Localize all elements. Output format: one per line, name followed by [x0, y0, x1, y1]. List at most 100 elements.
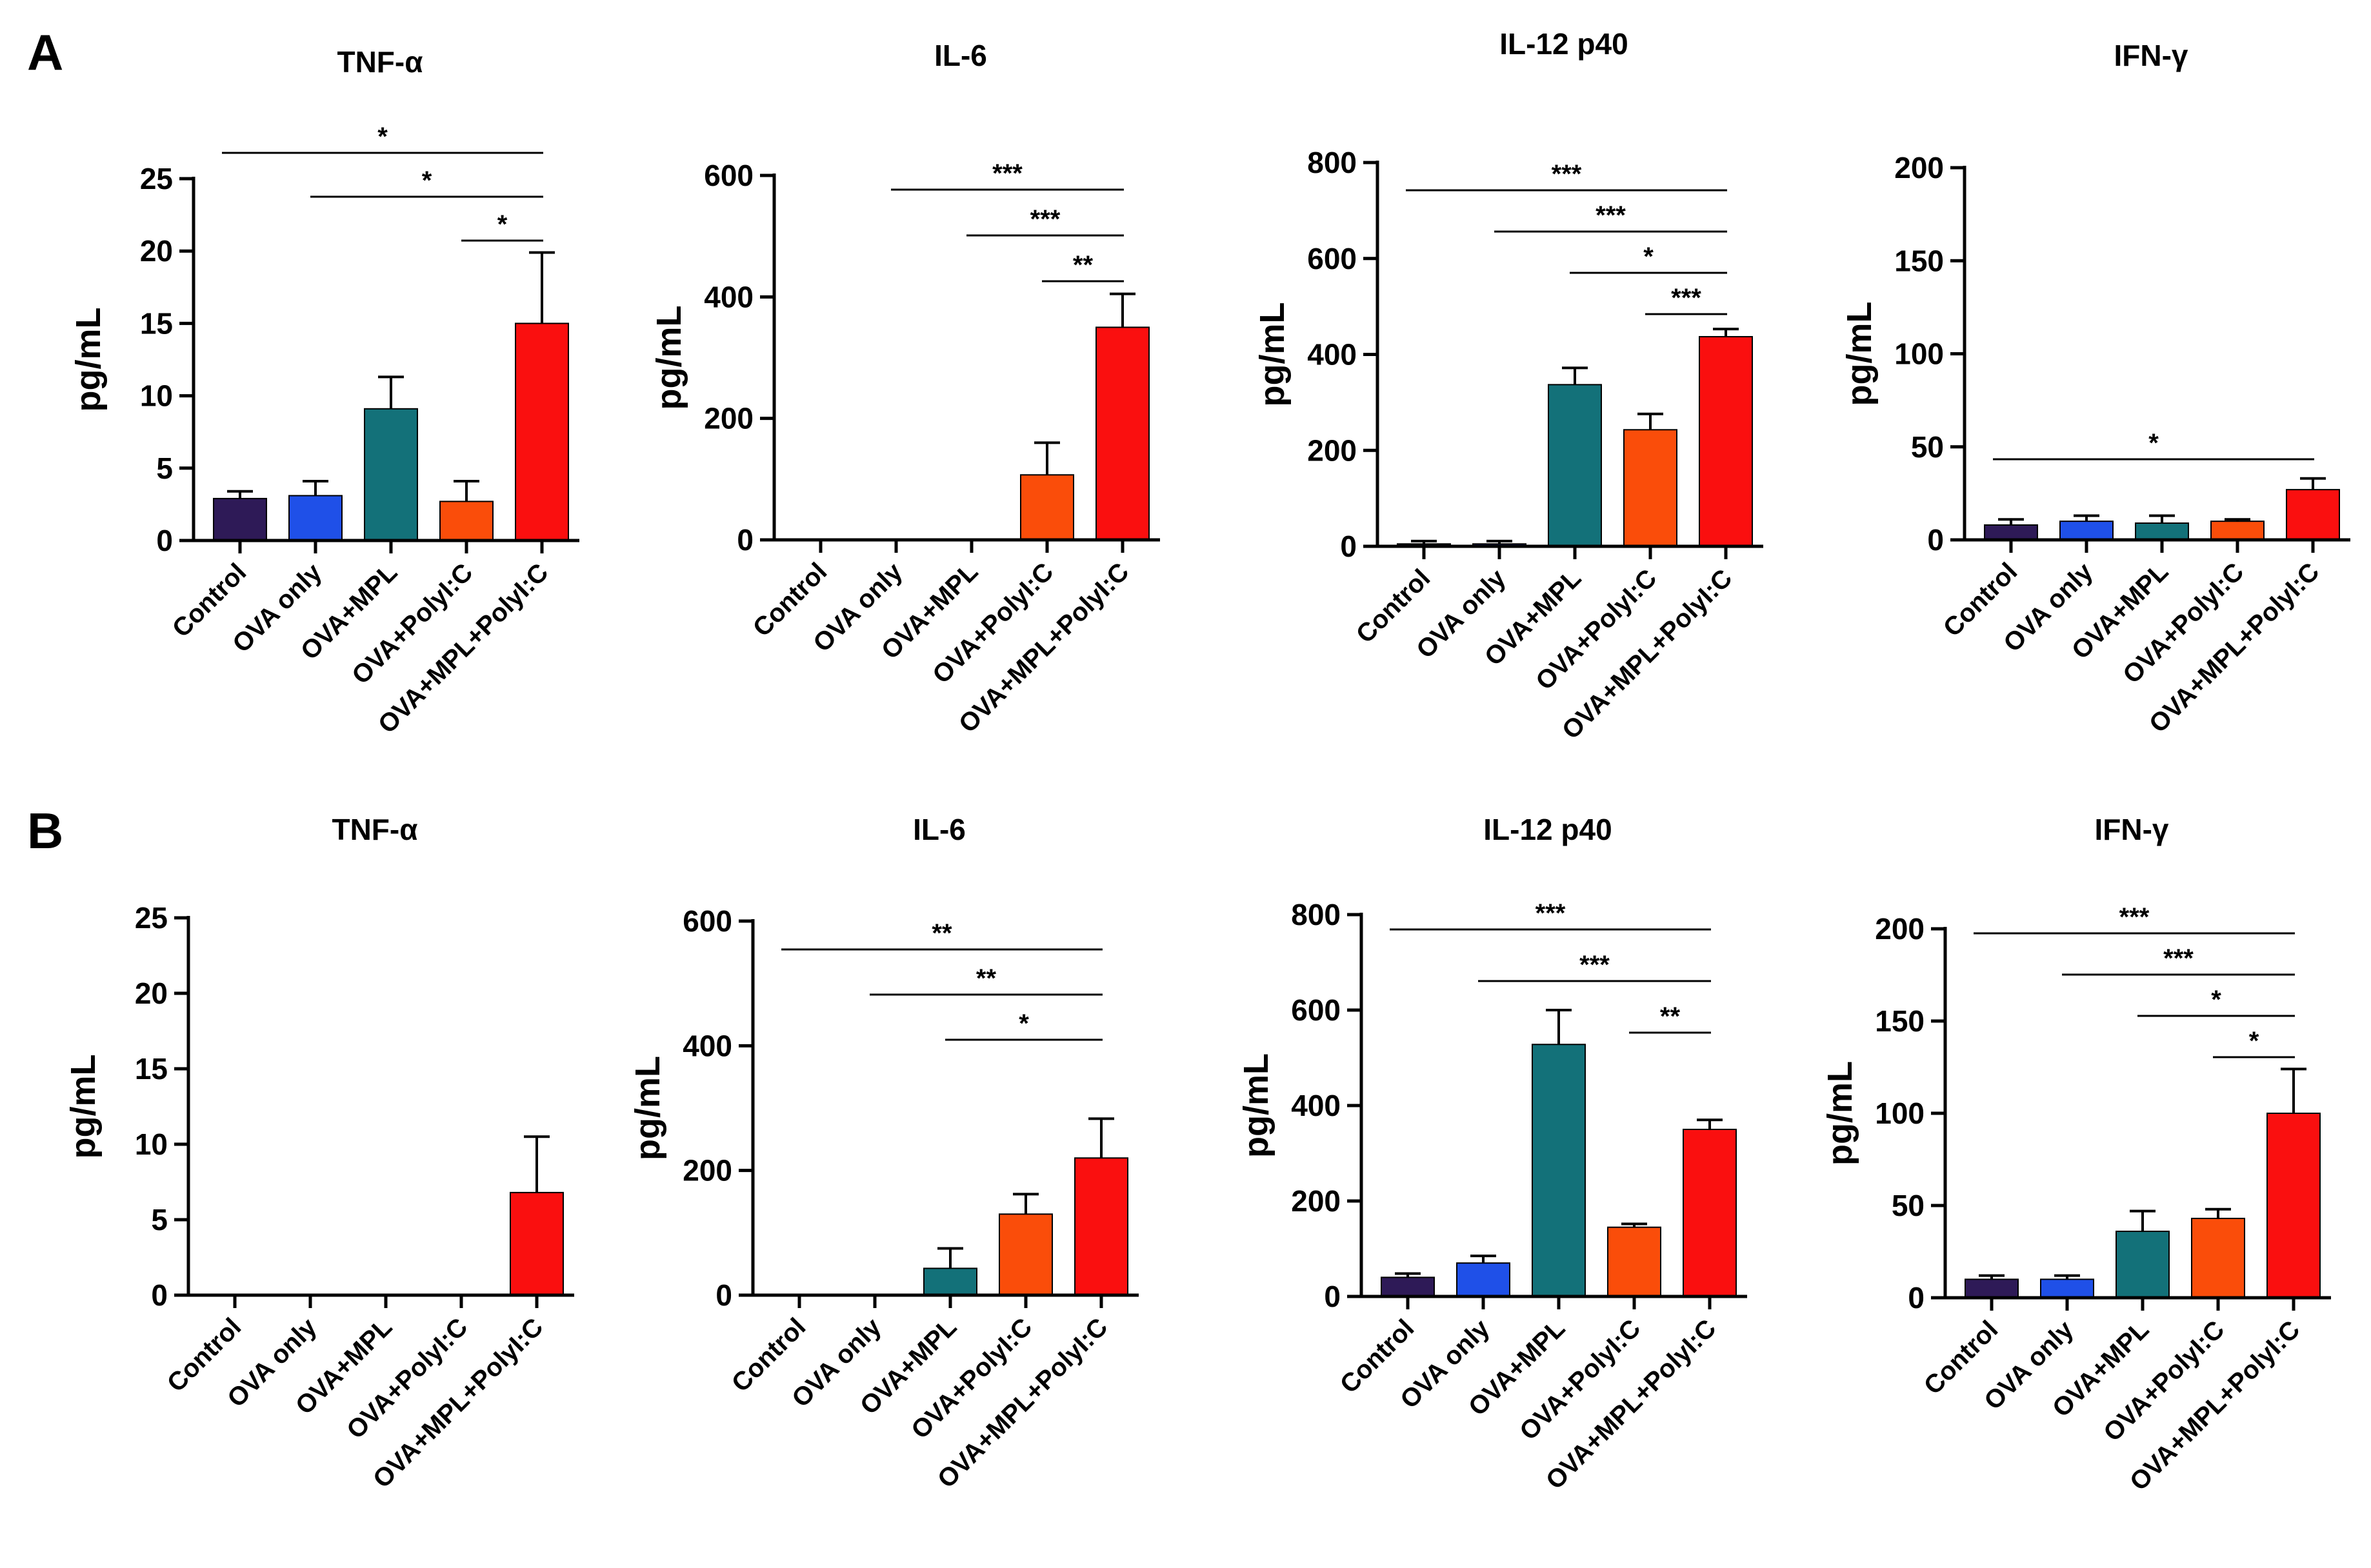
- y-tick-label: 600: [1291, 993, 1341, 1027]
- significance-label: ***: [1579, 951, 1610, 979]
- y-tick-label: 800: [1307, 146, 1357, 179]
- y-tick-label: 25: [135, 901, 168, 935]
- y-tick-label: 0: [1908, 1281, 1925, 1315]
- bar: [1532, 1044, 1586, 1298]
- significance-label: ***: [1596, 201, 1626, 230]
- significance-label: **: [1073, 251, 1094, 279]
- bar: [1548, 384, 1602, 548]
- bar: [1456, 1262, 1510, 1297]
- y-tick-label: 0: [1927, 523, 1944, 557]
- significance-label: *: [2148, 429, 2159, 457]
- y-axis-label: pg/mL: [1840, 302, 1879, 406]
- y-tick-label: 200: [1291, 1184, 1341, 1218]
- significance-label: **: [1660, 1002, 1681, 1031]
- significance-label: *: [2211, 986, 2221, 1014]
- y-tick-label: 600: [683, 904, 732, 938]
- significance-label: *: [377, 123, 388, 151]
- y-tick-label: 50: [1911, 430, 1944, 464]
- chart-title: TNF-α: [337, 45, 423, 79]
- bar: [1984, 524, 2038, 541]
- bar: [1020, 474, 1074, 541]
- significance-label: *: [2249, 1027, 2259, 1055]
- bar: [2135, 522, 2189, 541]
- bar: [2210, 521, 2265, 541]
- y-tick-label: 0: [1340, 530, 1357, 563]
- y-tick-label: 0: [737, 523, 754, 557]
- bar: [2059, 521, 2114, 541]
- y-axis-label: pg/mL: [650, 306, 688, 410]
- bar: [999, 1213, 1053, 1296]
- chart-title: IL-6: [934, 39, 987, 72]
- y-axis-label: pg/mL: [628, 1056, 667, 1160]
- y-tick-label: 0: [1324, 1280, 1341, 1313]
- bar: [510, 1191, 564, 1296]
- bar: [1965, 1278, 2019, 1299]
- y-axis-label: pg/mL: [64, 1055, 103, 1159]
- y-tick-label: 100: [1875, 1097, 1925, 1130]
- y-tick-label: 200: [1894, 151, 1944, 184]
- y-tick-label: 400: [1291, 1089, 1341, 1122]
- y-tick-label: 15: [135, 1052, 168, 1086]
- y-tick-label: 200: [683, 1154, 732, 1187]
- bar: [1074, 1157, 1128, 1296]
- significance-label: **: [976, 964, 997, 993]
- y-tick-label: 400: [683, 1029, 732, 1062]
- y-tick-label: 0: [156, 524, 173, 557]
- significance-label: ***: [1552, 160, 1582, 188]
- y-tick-label: 100: [1894, 337, 1944, 371]
- y-tick-label: 600: [704, 159, 754, 192]
- y-axis-label: pg/mL: [1253, 303, 1292, 407]
- bar: [2040, 1278, 2094, 1299]
- y-tick-label: 20: [135, 977, 168, 1010]
- bar: [1095, 326, 1150, 541]
- bar: [1699, 335, 1753, 547]
- bar: [364, 408, 418, 542]
- significance-label: ***: [992, 159, 1023, 188]
- y-tick-label: 0: [715, 1278, 732, 1312]
- y-tick-label: 150: [1875, 1004, 1925, 1038]
- significance-label: *: [1643, 243, 1654, 271]
- bar: [923, 1267, 977, 1296]
- y-tick-label: 20: [140, 234, 173, 268]
- bar: [1623, 429, 1677, 547]
- y-tick-label: 10: [135, 1127, 168, 1161]
- bar: [2266, 1113, 2321, 1298]
- significance-label: **: [932, 919, 952, 948]
- significance-label: ***: [1671, 284, 1701, 312]
- chart-title: IL-12 p40: [1483, 813, 1612, 846]
- y-axis-label: pg/mL: [1821, 1061, 1859, 1166]
- bar: [2116, 1231, 2170, 1299]
- bar: [288, 495, 343, 541]
- y-tick-label: 50: [1892, 1189, 1925, 1222]
- y-tick-label: 400: [704, 280, 754, 313]
- y-tick-label: 25: [140, 162, 173, 195]
- bar: [439, 501, 494, 541]
- y-tick-label: 5: [156, 452, 173, 485]
- bar: [2286, 489, 2340, 541]
- bar: [1381, 1276, 1435, 1298]
- significance-label: *: [497, 210, 508, 239]
- panel-label-a: A: [27, 24, 63, 81]
- chart-title: IFN-γ: [2095, 813, 2169, 846]
- y-tick-label: 600: [1307, 242, 1357, 275]
- y-tick-label: 200: [1875, 912, 1925, 946]
- bar: [1607, 1226, 1661, 1297]
- chart-title: IL-6: [913, 813, 966, 846]
- y-tick-label: 200: [704, 402, 754, 435]
- y-axis-label: pg/mL: [69, 308, 108, 412]
- bar: [1683, 1129, 1737, 1297]
- significance-label: ***: [2163, 944, 2194, 973]
- panel-label-b: B: [27, 802, 63, 859]
- chart-title: TNF-α: [332, 813, 417, 846]
- significance-label: ***: [1030, 205, 1061, 233]
- y-tick-label: 15: [140, 306, 173, 340]
- y-tick-label: 5: [151, 1203, 168, 1236]
- chart-title: IL-12 p40: [1499, 27, 1628, 61]
